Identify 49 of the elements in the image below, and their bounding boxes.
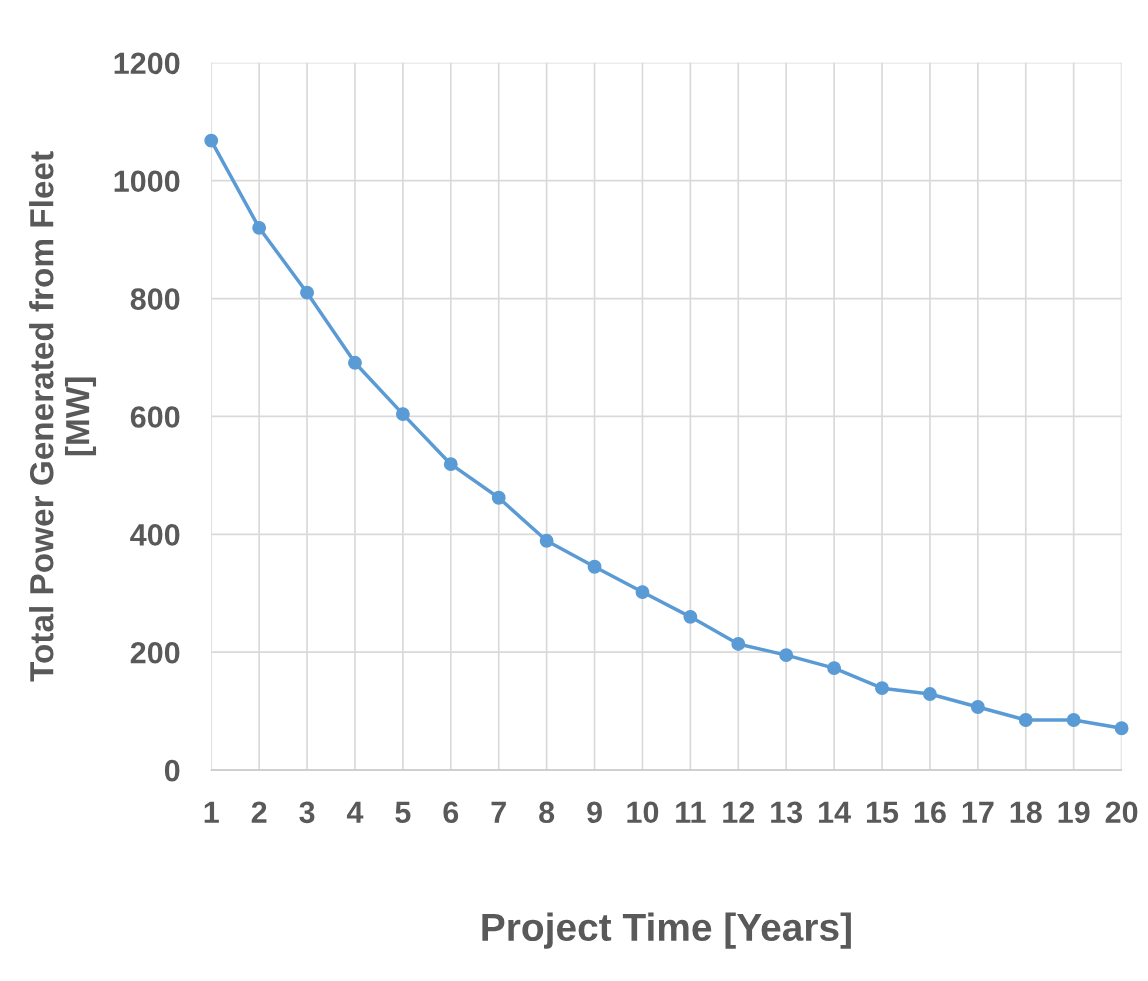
- point: [348, 355, 362, 370]
- x-tick-label: 17: [962, 801, 994, 823]
- x-tick-label: 1: [204, 801, 219, 823]
- y-tick-label: 600: [130, 406, 180, 428]
- point: [827, 661, 842, 676]
- x-tick-label: 2: [251, 801, 267, 823]
- point: [635, 585, 650, 600]
- x-tick-label: 4: [346, 801, 364, 823]
- y-tick-label: 1000: [114, 170, 180, 193]
- x-tick-label: 16: [914, 801, 946, 824]
- point: [395, 407, 410, 422]
- y-axis-title: Total Power Generated from Fleet [MW]: [29, 151, 97, 682]
- x-tick-label: 14: [819, 801, 851, 823]
- y-tick-label: 1200: [114, 52, 180, 75]
- point: [443, 457, 458, 472]
- point: [970, 700, 985, 714]
- x-tick-label: 3: [299, 801, 315, 824]
- x-tick-label: 19: [1058, 801, 1090, 824]
- y-tick-label: 0: [164, 759, 180, 782]
- x-tick-label: 15: [866, 801, 899, 824]
- point: [875, 681, 889, 696]
- point: [731, 637, 746, 651]
- point: [587, 559, 602, 574]
- y-tick-label: 200: [130, 641, 180, 664]
- point: [204, 133, 219, 148]
- point: [491, 490, 506, 505]
- x-tick-label: 13: [771, 801, 803, 824]
- x-tick-label: 7: [491, 801, 506, 823]
- y-tick-label: 800: [130, 288, 180, 310]
- x-tick-label: 5: [395, 801, 411, 824]
- x-tick-label: 20: [1105, 801, 1138, 824]
- point: [779, 648, 794, 663]
- point: [683, 609, 698, 624]
- point: [539, 533, 554, 548]
- point: [1066, 713, 1081, 727]
- point: [1018, 713, 1033, 727]
- x-tick-label: 11: [676, 801, 706, 823]
- point: [300, 285, 315, 300]
- x-tick-label: 8: [539, 801, 555, 824]
- point: [1114, 721, 1129, 736]
- y-tick-label: 400: [130, 524, 180, 546]
- x-tick-label: 12: [723, 801, 755, 823]
- x-tick-label: 9: [587, 801, 602, 824]
- point: [252, 220, 267, 235]
- x-tick-label: 18: [1010, 801, 1042, 824]
- x-axis-title: Project Time [Years]: [482, 912, 851, 949]
- x-tick-label: 6: [443, 801, 459, 824]
- x-tick-label: 10: [627, 801, 659, 824]
- point: [922, 687, 937, 701]
